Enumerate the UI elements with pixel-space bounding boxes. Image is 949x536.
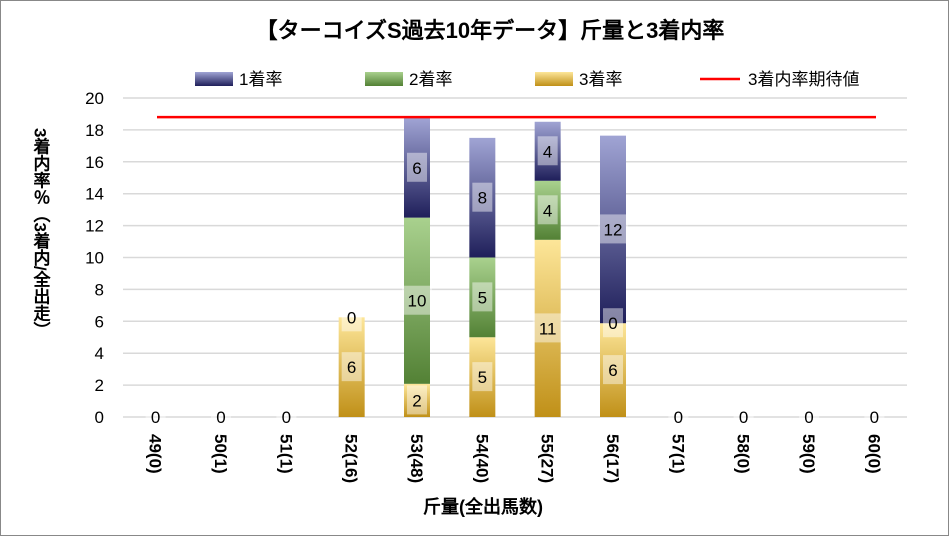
legend: 1着率 2着率 3着率 3着内率期待値 bbox=[195, 70, 859, 89]
y-axis-label: 3着内率％（3着内/全出走） bbox=[31, 128, 52, 339]
data-label-bg bbox=[211, 402, 231, 431]
data-label: 10 bbox=[408, 292, 427, 311]
bar-segment-3着率 bbox=[534, 239, 561, 417]
data-label: 4 bbox=[543, 201, 552, 220]
data-label-bg bbox=[603, 308, 623, 338]
x-axis-label: 斤量(全出馬数) bbox=[423, 496, 543, 517]
data-label-bg bbox=[668, 402, 689, 431]
y-tick-label: 0 bbox=[95, 408, 104, 427]
data-label: 5 bbox=[478, 288, 487, 307]
bar-segment-3着率 bbox=[600, 323, 626, 417]
data-label: 12 bbox=[604, 220, 623, 239]
data-label: 0 bbox=[347, 308, 356, 327]
x-tick-label: 57(1) bbox=[668, 434, 687, 474]
bar-segment-3着率 bbox=[469, 337, 496, 417]
data-labels: 0 0 0 6 0 2 10 6 5 5 8 11 4 4 6 0 12 0 0 0 0 bbox=[145, 136, 885, 431]
y-tick-label: 2 bbox=[95, 376, 104, 395]
data-label: 11 bbox=[539, 319, 557, 338]
bar-segment-1着率 bbox=[600, 135, 626, 324]
y-tick-label: 6 bbox=[95, 312, 104, 331]
y-tick-label: 20 bbox=[85, 89, 104, 108]
legend-swatch bbox=[365, 72, 403, 86]
data-label-bg bbox=[472, 362, 493, 392]
bar-segment-3着率 bbox=[404, 383, 430, 417]
data-label-bg bbox=[537, 195, 558, 225]
gridlines bbox=[123, 97, 907, 418]
x-tick-label: 54(40) bbox=[472, 434, 491, 483]
data-label-bg bbox=[145, 402, 166, 431]
x-tick-label: 58(0) bbox=[734, 434, 753, 474]
y-tick-label: 12 bbox=[85, 217, 104, 236]
data-label: 8 bbox=[478, 189, 487, 208]
data-label: 6 bbox=[608, 361, 617, 380]
legend-label: 2着率 bbox=[409, 70, 452, 89]
data-label-bg bbox=[598, 214, 628, 244]
x-tick-label: 56(17) bbox=[603, 434, 622, 483]
y-tick-label: 18 bbox=[85, 121, 104, 140]
data-label-bg bbox=[537, 136, 558, 166]
x-tick-label: 60(0) bbox=[864, 434, 883, 474]
data-label-bg bbox=[603, 355, 623, 385]
data-label-bg bbox=[799, 402, 819, 431]
data-label-bg bbox=[407, 385, 427, 415]
data-label: 0 bbox=[804, 408, 813, 427]
bar-segment-2着率 bbox=[404, 217, 430, 384]
legend-label: 1着率 bbox=[239, 70, 282, 89]
data-label-bg bbox=[733, 402, 754, 431]
bars bbox=[338, 117, 626, 417]
x-tick-label: 59(0) bbox=[799, 434, 818, 474]
bar-segment-2着率 bbox=[469, 257, 496, 338]
data-label-bg bbox=[532, 313, 563, 343]
x-tick-label: 50(1) bbox=[211, 434, 230, 474]
data-label-bg bbox=[472, 282, 493, 312]
x-axis-ticks: 49(0) 50(1) 51(1) 52(16) 53(48) 54(40) 55(27) 5… bbox=[146, 434, 884, 483]
legend-swatch bbox=[195, 72, 233, 86]
data-label-bg bbox=[402, 285, 432, 315]
data-label: 0 bbox=[739, 408, 748, 427]
data-label-bg bbox=[407, 152, 427, 182]
y-tick-label: 10 bbox=[85, 249, 104, 268]
bar-segment-1着率 bbox=[404, 117, 430, 218]
y-tick-label: 4 bbox=[95, 344, 104, 363]
bar-segment-2着率 bbox=[534, 180, 561, 240]
legend-label: 3着率 bbox=[579, 70, 622, 89]
x-tick-label: 52(16) bbox=[342, 434, 361, 483]
data-label-bg bbox=[341, 352, 362, 382]
data-label: 5 bbox=[478, 368, 487, 387]
bar-segment-1着率 bbox=[534, 121, 561, 181]
legend-label: 3着内率期待値 bbox=[748, 70, 859, 89]
data-label: 0 bbox=[282, 408, 291, 427]
data-label-bg bbox=[341, 302, 362, 332]
data-label: 6 bbox=[412, 159, 421, 178]
x-tick-label: 53(48) bbox=[407, 434, 426, 483]
data-label: 0 bbox=[151, 408, 160, 427]
data-label-bg bbox=[472, 182, 493, 212]
data-label: 6 bbox=[347, 358, 356, 377]
x-tick-label: 55(27) bbox=[538, 434, 557, 483]
data-label-bg bbox=[276, 402, 297, 431]
legend-swatch bbox=[535, 72, 573, 86]
y-tick-label: 14 bbox=[85, 185, 104, 204]
y-tick-label: 8 bbox=[95, 280, 104, 299]
y-axis-ticks: 0 2 4 6 8 10 12 14 16 18 20 bbox=[85, 89, 104, 427]
bar-segment-1着率 bbox=[469, 137, 496, 258]
bar-segment-3着率 bbox=[338, 317, 365, 417]
data-label: 2 bbox=[412, 391, 421, 410]
chart-title: 【ターコイズS過去10年データ】斤量と3着内率 bbox=[256, 18, 725, 43]
x-tick-label: 49(0) bbox=[146, 434, 165, 474]
data-label: 0 bbox=[870, 408, 879, 427]
data-label: 0 bbox=[674, 408, 683, 427]
y-tick-label: 16 bbox=[85, 153, 104, 172]
data-label: 0 bbox=[216, 408, 225, 427]
x-tick-label: 51(1) bbox=[276, 434, 295, 474]
data-label: 4 bbox=[543, 142, 552, 161]
data-label-bg bbox=[864, 402, 885, 431]
data-label: 0 bbox=[608, 314, 617, 333]
